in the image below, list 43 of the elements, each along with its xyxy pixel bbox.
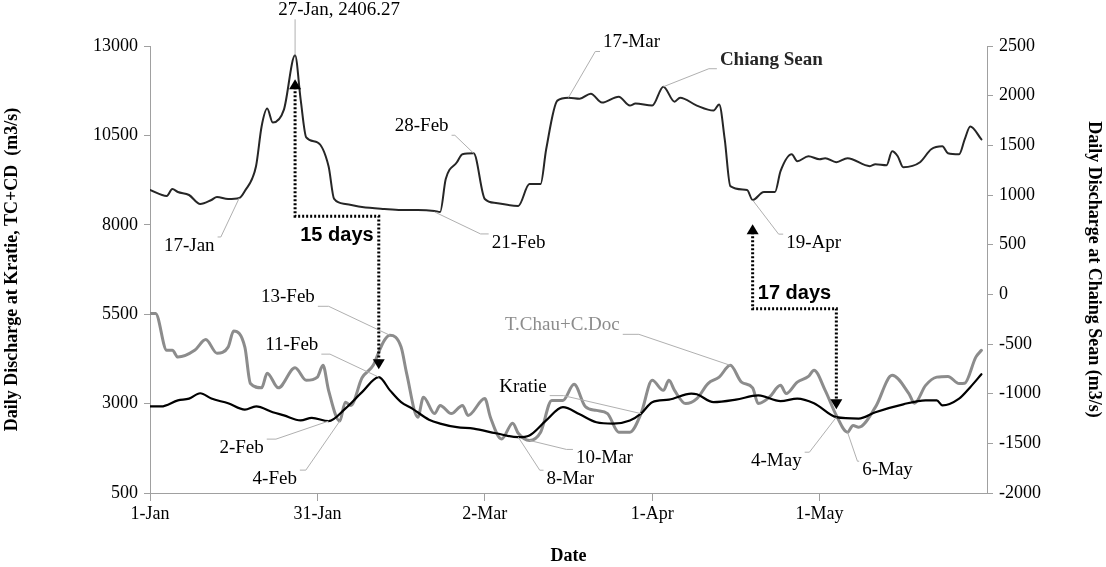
annotation: 27-Jan, 2406.27 [278,0,401,20]
y-tick-label: 8000 [102,213,138,234]
y2-axis-title: Daily Discharge at Chaing Sean (m3/s) [1083,121,1105,418]
x-tick-label: 1-Jan [130,502,170,523]
x-tick-label: 31-Jan [293,502,342,523]
x-axis-title: Date [550,544,587,565]
annotation: 10-Mar [575,446,634,468]
annotation: 19-Apr [786,231,842,253]
annotation: 21-Feb [491,230,546,252]
annotation: 4-May [751,449,803,471]
y2-tick-label: 500 [999,233,1026,254]
y2-tick-label: -500 [999,332,1032,353]
y2-tick-label: 2000 [999,84,1035,105]
series-label: Kratie [499,374,547,396]
y2-tick-label: -1000 [999,382,1041,403]
annotation: 2-Feb [219,436,264,458]
annotation: 13-Feb [261,285,315,307]
annotation: 11-Feb [265,333,319,355]
x-tick-label: 1-May [795,502,844,523]
y-axis-title: Daily Discharge at Kratie, TC+CD (m3/s) [1,107,23,432]
annotation: 17 days [757,281,832,304]
y-tick-label: 10500 [93,124,138,145]
x-tick-label: 1-Apr [630,502,674,523]
y-tick-label: 3000 [102,392,138,413]
y2-tick-label: 2500 [999,34,1035,55]
text: T.Chau+C.Doc [504,313,620,335]
y2-tick-label: -2000 [999,481,1041,502]
annotation: 15 days [300,222,374,245]
y-tick-label: 500 [111,481,138,502]
annotation: 17-Mar [603,30,661,52]
annotation: 28-Feb [394,114,449,136]
y2-tick-label: -1500 [999,432,1041,453]
y2-tick-label: 0 [999,283,1008,304]
y2-tick-label: 1000 [999,183,1035,204]
y2-tick-label: 1500 [999,134,1035,155]
y-tick-label: 13000 [93,34,138,55]
annotation: 6-May [862,458,914,480]
y-tick-label: 5500 [102,302,138,323]
annotation: 8-Mar [546,467,595,489]
annotation: 17-Jan [163,233,216,255]
series-label: Chiang Sean [719,47,824,69]
annotation: 4-Feb [252,467,297,489]
x-tick-label: 2-Mar [462,502,508,523]
